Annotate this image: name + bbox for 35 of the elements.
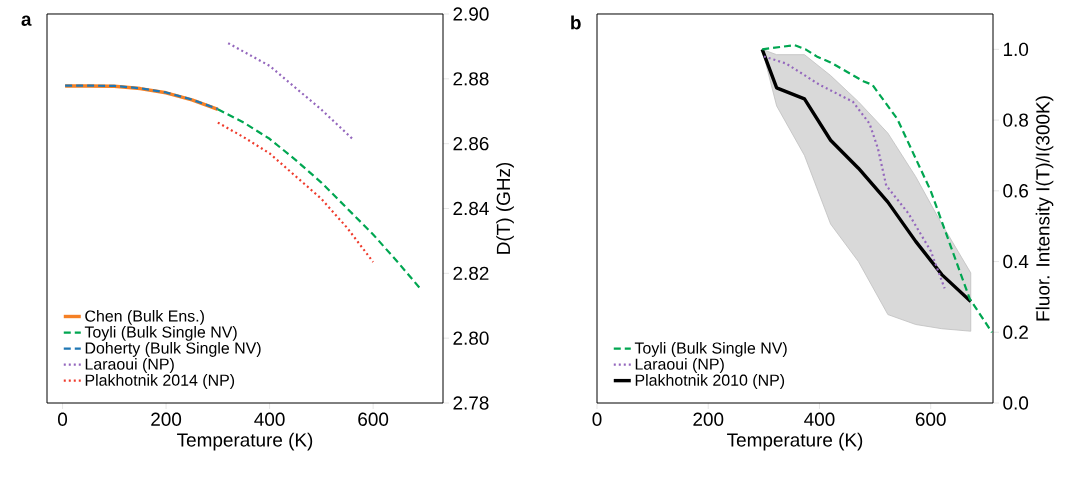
y-tick-label: 2.78 (453, 396, 489, 410)
legend-label: Doherty (Bulk Single NV) (85, 342, 261, 357)
y-axis-title: D(T) (GHz) (496, 162, 514, 254)
x-tick-label: 200 (693, 412, 724, 426)
legend-label: Laraoui (NP) (635, 358, 724, 373)
y-tick-label: 2.82 (453, 266, 489, 281)
x-tick-label: 400 (804, 412, 835, 426)
x-tick-label: 0 (592, 412, 602, 426)
legend-label: Toyli (Bulk Single NV) (634, 342, 787, 357)
y-tick-label: 0.6 (1003, 184, 1028, 198)
x-tick-label: 400 (254, 412, 285, 426)
y-tick-label: 0.0 (1003, 396, 1029, 410)
legend-label: Plakhotnik 2010 (NP) (635, 374, 785, 389)
chart-title: b (571, 15, 581, 30)
y-tick-label: 2.84 (453, 201, 489, 216)
x-tick-label: 200 (151, 412, 182, 426)
y-tick-label: 0.8 (1003, 113, 1029, 127)
x-tick-label: 600 (915, 412, 946, 426)
legend-label: Laraoui (NP) (85, 358, 174, 373)
legend-label: Toyli (Bulk Single NV) (84, 326, 237, 341)
legend-label: Chen (Bulk Ens.) (85, 309, 204, 325)
y-tick-label: 0.2 (1003, 325, 1028, 339)
y-tick-label: 2.88 (453, 72, 489, 86)
x-axis-title: Temperature (K) (177, 432, 313, 451)
y-tick-label: 2.80 (453, 331, 489, 345)
y-tick-label: 2.90 (453, 7, 489, 21)
chart-title: a (21, 15, 32, 26)
y-tick-label: 2.86 (453, 136, 489, 151)
x-axis-title: Temperature (K) (727, 432, 863, 451)
legend-label: Plakhotnik 2014 (NP) (85, 374, 235, 389)
y-tick-label: 1.0 (1003, 42, 1029, 57)
x-tick-label: 600 (358, 412, 389, 426)
y-axis-title: Fluor. Intensity I(T)/I(300K) (1035, 96, 1054, 321)
y-tick-label: 0.4 (1003, 254, 1029, 269)
x-tick-label: 0 (58, 412, 68, 426)
